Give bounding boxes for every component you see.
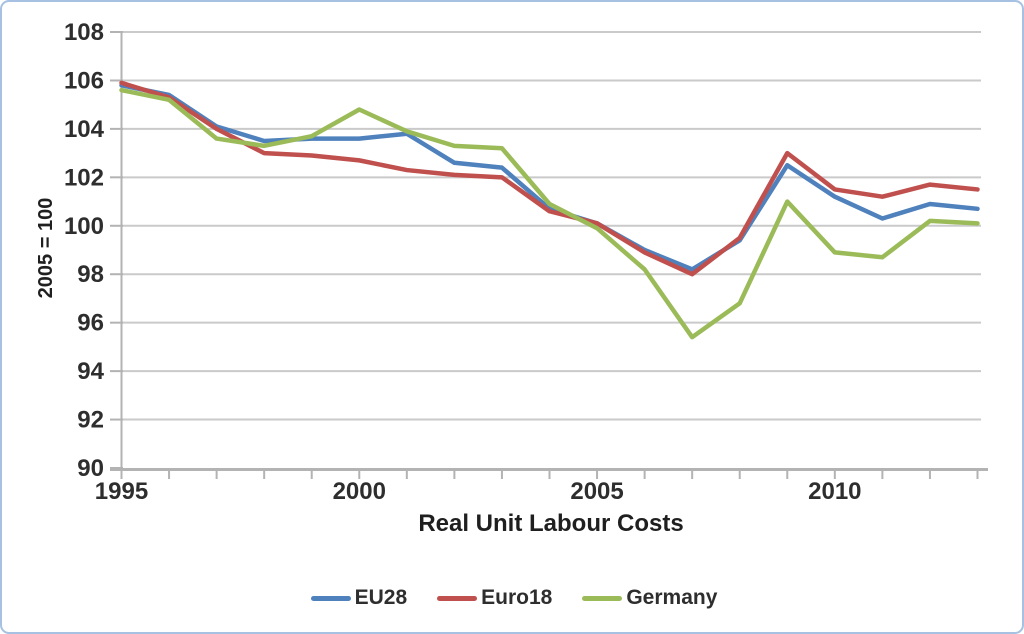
legend-label: Germany [626,586,718,609]
x-tick-label: 1995 [95,478,148,505]
legend-swatch-euro18 [437,595,478,601]
y-tick-label: 96 [77,310,104,337]
y-tick-label: 102 [64,164,104,191]
legend-swatch-eu28 [310,595,351,601]
x-tick-label: 2000 [333,478,386,505]
legend-swatch-germany [582,595,623,601]
y-tick-label: 92 [77,407,104,434]
y-tick-label: 90 [77,455,104,482]
y-tick-label: 100 [64,213,104,240]
y-tick-label: 104 [64,116,105,143]
y-tick-label: 108 [64,19,104,46]
y-tick-label: 106 [64,67,104,94]
legend-item-eu28: EU28 [310,586,408,610]
x-tick-label: 2010 [808,478,861,505]
x-axis-title: Real Unit Labour Costs [418,510,684,537]
y-tick-label: 94 [77,358,104,385]
y-tick-label: 98 [77,261,104,288]
series-line-euro18 [119,80,980,277]
legend-item-euro18: Euro18 [437,586,552,610]
series-line-germany [119,87,980,340]
y-axis-title: 2005 = 100 [35,197,57,299]
legend-label: Euro18 [481,586,553,609]
legend-label: EU28 [354,586,408,609]
legend-item-germany: Germany [582,586,717,610]
x-tick-label: 2005 [570,478,623,505]
legend: EU28 Euro18 Germany [2,584,1022,612]
